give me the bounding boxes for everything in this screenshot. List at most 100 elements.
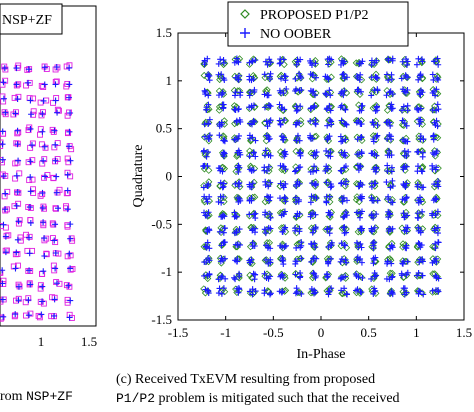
proposed-point	[220, 117, 228, 125]
proposed-point	[326, 193, 334, 201]
no-oober-point	[389, 55, 396, 62]
no-oober-point	[309, 229, 316, 236]
no-oober-point	[420, 136, 427, 143]
proposed-point	[372, 117, 380, 125]
no-oober-point	[368, 61, 375, 68]
left-plus-point	[51, 296, 58, 303]
no-oober-point	[246, 132, 253, 139]
no-oober-point	[385, 57, 392, 64]
no-oober-point	[388, 136, 394, 143]
left-plus-point	[54, 109, 61, 116]
x-tick-label: -0.5	[263, 325, 284, 340]
left-x-tick: 1.5	[81, 334, 97, 349]
no-oober-point	[233, 58, 240, 65]
left-caption-fragment: rom NSP+ZF	[0, 389, 73, 405]
no-oober-point	[292, 86, 299, 93]
no-oober-point	[281, 72, 288, 79]
no-oober-point	[206, 135, 213, 142]
no-oober-point	[263, 118, 270, 125]
no-oober-point	[403, 195, 410, 202]
left-plus-point	[38, 311, 45, 318]
no-oober-point	[202, 243, 209, 250]
proposed-point	[200, 133, 209, 141]
left-plus-point	[25, 66, 32, 73]
no-oober-point	[327, 92, 334, 99]
left-plus-point	[39, 204, 46, 211]
no-oober-point	[387, 226, 394, 233]
no-oober-point	[278, 104, 285, 111]
no-oober-point	[327, 107, 334, 114]
no-oober-point	[294, 106, 301, 113]
no-oober-point	[248, 197, 255, 204]
proposed-point	[220, 120, 229, 128]
no-oober-point	[309, 88, 316, 95]
no-oober-point	[403, 194, 410, 201]
proposed-point	[403, 106, 411, 114]
no-oober-point	[235, 289, 242, 296]
no-oober-point	[231, 92, 238, 99]
y-axis-label: Quadrature	[131, 145, 146, 208]
proposed-point	[309, 274, 317, 282]
no-oober-point	[415, 240, 422, 247]
left-plus-point	[65, 282, 72, 289]
no-oober-point	[388, 274, 395, 281]
no-oober-point	[264, 123, 271, 130]
no-oober-point	[369, 240, 376, 247]
no-oober-point	[370, 214, 377, 221]
no-oober-point	[292, 167, 299, 174]
no-oober-point	[420, 184, 427, 191]
no-oober-point	[343, 197, 350, 204]
no-oober-point	[417, 288, 424, 295]
left-plus-point	[40, 97, 47, 104]
no-oober-point	[292, 194, 299, 201]
no-oober-point	[220, 153, 227, 160]
no-oober-point	[356, 214, 363, 221]
no-oober-point	[338, 180, 345, 187]
no-oober-point	[262, 58, 269, 65]
no-oober-point	[419, 208, 426, 215]
no-oober-point	[217, 56, 224, 63]
no-oober-point	[312, 289, 319, 296]
no-oober-point	[252, 57, 259, 64]
no-oober-point	[343, 121, 350, 128]
no-oober-point	[417, 227, 424, 234]
left-plus-point	[66, 128, 73, 135]
no-oober-point	[308, 193, 315, 200]
left-plus-point	[2, 109, 9, 116]
no-oober-point	[371, 151, 378, 158]
no-oober-point	[236, 179, 243, 186]
no-oober-point	[204, 226, 211, 233]
y-tick-label: 1.5	[156, 25, 172, 40]
no-oober-point	[435, 61, 442, 68]
left-plus-point	[67, 297, 74, 304]
proposed-point	[293, 137, 301, 145]
no-oober-point	[370, 166, 377, 173]
caption-line-2: P1/P2 problem is mitigated such that the…	[116, 389, 474, 408]
no-oober-point	[307, 132, 314, 139]
axis-ticks: -1.5 -1 -0.5 0 0.5 1 1.5 -1.5 -1 -0.5 0 0.5 1 1.5	[151, 25, 472, 340]
no-oober-point	[281, 194, 288, 201]
no-oober-point	[419, 149, 426, 156]
no-oober-point	[386, 211, 393, 218]
no-oober-point	[415, 197, 422, 204]
left-plus-point	[64, 206, 71, 213]
no-oober-point	[413, 272, 420, 279]
no-oober-point	[342, 181, 349, 188]
left-plus-point	[52, 97, 59, 104]
no-oober-point	[339, 71, 346, 78]
left-square-point	[67, 266, 74, 273]
no-oober-point	[279, 254, 286, 261]
left-plus-point	[52, 157, 59, 164]
no-oober-point	[234, 241, 241, 248]
no-oober-point	[337, 133, 344, 140]
no-oober-point	[354, 286, 361, 293]
no-oober-point	[323, 179, 330, 186]
left-plus-point	[39, 283, 46, 290]
no-oober-point	[372, 73, 379, 80]
no-oober-point	[235, 168, 242, 175]
no-oober-point	[203, 106, 210, 113]
no-oober-point	[328, 285, 335, 292]
no-oober-point	[292, 260, 299, 267]
proposed-point	[261, 256, 269, 264]
legend-entry-no-oober: NO OOBER	[240, 27, 332, 42]
